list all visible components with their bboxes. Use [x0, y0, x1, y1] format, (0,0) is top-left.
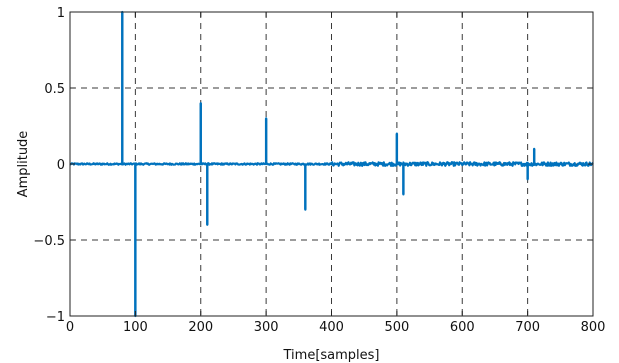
x-tick-label: 500: [384, 320, 409, 335]
y-tick-label: −0.5: [33, 234, 65, 249]
y-tick-label: −1: [46, 310, 65, 325]
tick-marks: [69, 11, 594, 317]
x-tick-label: 800: [581, 320, 606, 335]
signal-line: [69, 10, 594, 318]
x-tick-label: 700: [515, 320, 540, 335]
x-tick-label: 300: [254, 320, 279, 335]
x-axis-label: Time[samples]: [283, 348, 380, 363]
y-tick-labels: −1 −0.5 0 0.5 1: [33, 6, 65, 325]
plot-area: [69, 10, 594, 318]
x-tick-label: 200: [188, 320, 213, 335]
y-tick-label: 1: [57, 6, 65, 21]
y-tick-label: 0: [57, 158, 65, 173]
x-tick-label: 600: [450, 320, 475, 335]
x-tick-label: 0: [66, 320, 74, 335]
y-axis-label: Amplitude: [16, 131, 31, 198]
y-tick-label: 0.5: [44, 82, 65, 97]
x-tick-labels: 0 100 200 300 400 500 600 700 800: [66, 320, 606, 335]
x-tick-label: 400: [319, 320, 344, 335]
x-tick-label: 100: [123, 320, 148, 335]
